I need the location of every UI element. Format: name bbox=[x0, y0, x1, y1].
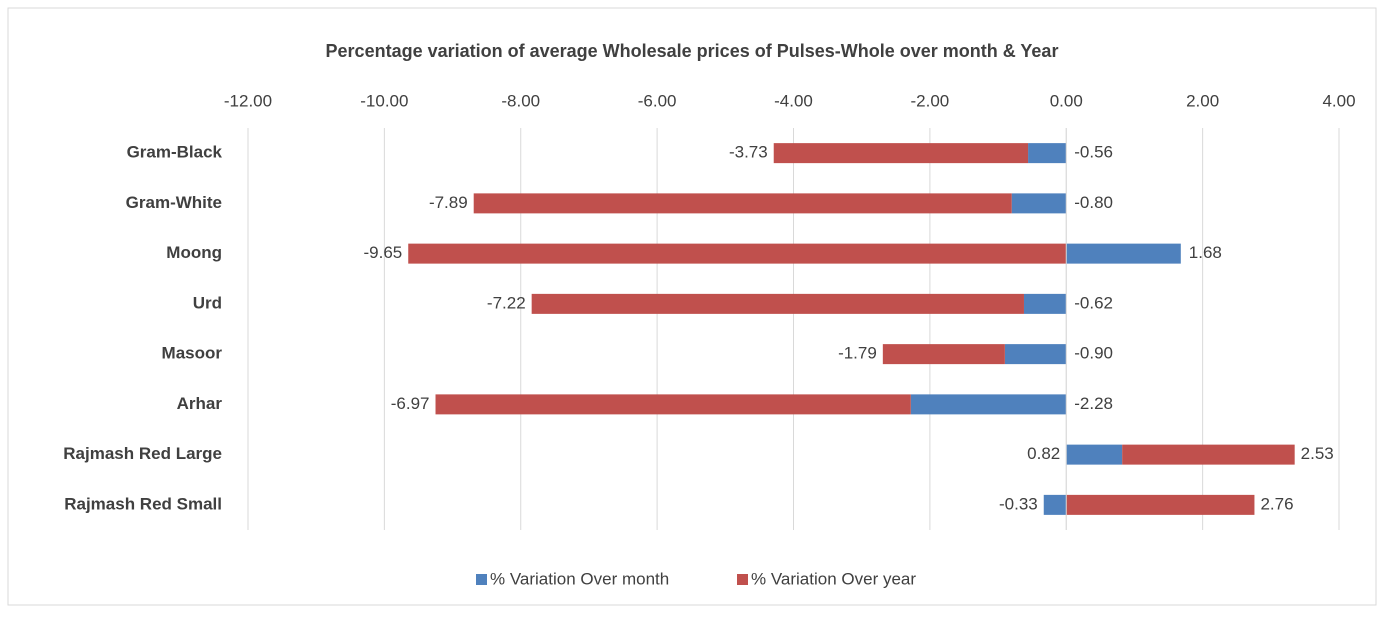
data-label: 2.76 bbox=[1260, 494, 1293, 513]
y-tick-label: Arhar bbox=[177, 394, 223, 413]
data-label: -7.89 bbox=[429, 193, 468, 212]
bar bbox=[1023, 293, 1067, 314]
chart-title: Percentage variation of average Wholesal… bbox=[326, 41, 1059, 61]
data-label: -0.90 bbox=[1074, 344, 1113, 363]
legend-label: % Variation Over year bbox=[751, 569, 916, 588]
data-label: -0.62 bbox=[1074, 293, 1113, 312]
data-label: 2.53 bbox=[1301, 444, 1334, 463]
bar bbox=[408, 243, 1067, 264]
bar bbox=[1066, 444, 1123, 465]
bar bbox=[1011, 193, 1067, 214]
bar bbox=[473, 193, 1012, 214]
legend-swatch bbox=[737, 574, 748, 585]
x-tick-label: -2.00 bbox=[911, 91, 950, 110]
y-tick-label: Rajmash Red Large bbox=[63, 444, 222, 463]
data-label: -6.97 bbox=[391, 394, 430, 413]
bar bbox=[773, 143, 1029, 164]
x-tick-label: -6.00 bbox=[638, 91, 677, 110]
y-tick-label: Gram-White bbox=[126, 193, 222, 212]
bar bbox=[435, 394, 911, 415]
bar bbox=[1066, 243, 1181, 264]
bar bbox=[1028, 143, 1067, 164]
bar bbox=[1043, 494, 1067, 515]
bar bbox=[910, 394, 1067, 415]
bar bbox=[531, 293, 1024, 314]
y-tick-label: Masoor bbox=[162, 344, 223, 363]
bar bbox=[1066, 494, 1255, 515]
x-tick-label: 4.00 bbox=[1322, 91, 1355, 110]
legend-swatch bbox=[476, 574, 487, 585]
y-tick-label: Moong bbox=[166, 243, 222, 262]
y-tick-label: Rajmash Red Small bbox=[64, 494, 222, 513]
data-label: -0.33 bbox=[999, 494, 1038, 513]
bar bbox=[882, 344, 1005, 365]
legend-label: % Variation Over month bbox=[490, 569, 669, 588]
data-label: -3.73 bbox=[729, 143, 768, 162]
x-tick-label: -12.00 bbox=[224, 91, 272, 110]
x-tick-label: -8.00 bbox=[501, 91, 540, 110]
data-label: -0.80 bbox=[1074, 193, 1113, 212]
x-tick-label: -4.00 bbox=[774, 91, 813, 110]
y-tick-label: Urd bbox=[193, 293, 222, 312]
x-tick-label: 0.00 bbox=[1050, 91, 1083, 110]
x-tick-label: 2.00 bbox=[1186, 91, 1219, 110]
data-label: -7.22 bbox=[487, 293, 526, 312]
bar bbox=[1004, 344, 1067, 365]
data-label: -2.28 bbox=[1074, 394, 1113, 413]
data-label: -1.79 bbox=[838, 344, 877, 363]
data-label: 1.68 bbox=[1189, 243, 1222, 262]
data-label: -0.56 bbox=[1074, 143, 1113, 162]
x-tick-label: -10.00 bbox=[360, 91, 408, 110]
data-label: 0.82 bbox=[1027, 444, 1060, 463]
data-label: -9.65 bbox=[363, 243, 402, 262]
bar bbox=[1122, 444, 1295, 465]
y-tick-label: Gram-Black bbox=[127, 143, 223, 162]
